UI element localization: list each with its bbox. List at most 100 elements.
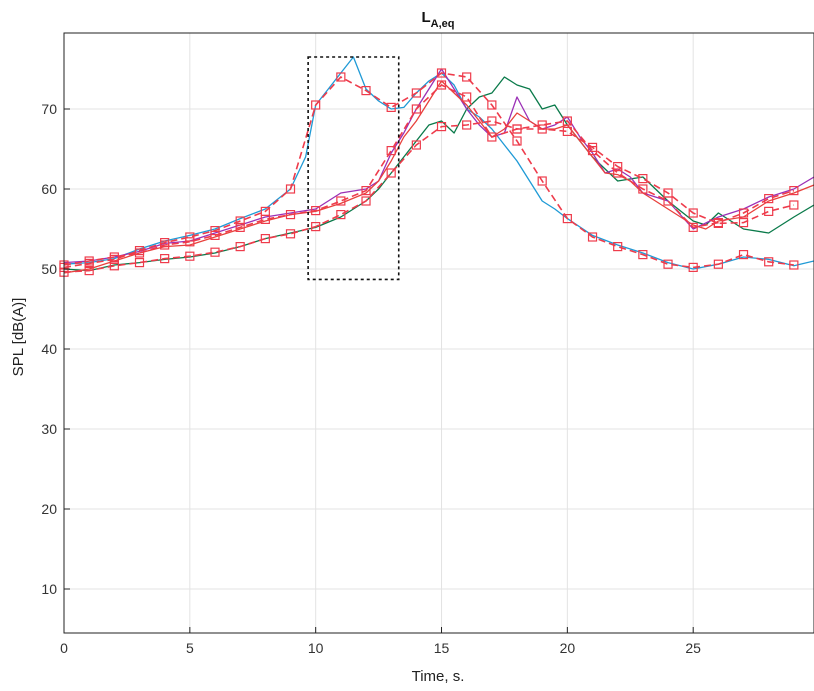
square-marker [185,237,195,247]
square-marker [386,168,396,178]
square-marker [386,146,396,156]
square-marker [185,251,195,261]
square-marker [512,124,522,134]
square-marker [386,102,396,113]
square-marker [361,186,371,196]
square-marker [462,72,472,82]
square-marker [587,146,598,156]
plot-frame [63,32,814,634]
y-tick-label: 30 [41,421,57,437]
y-tick-label: 40 [41,341,57,357]
square-marker [663,196,673,206]
y-tick-label: 60 [41,181,57,197]
square-marker [713,259,723,269]
square-marker [411,140,421,150]
square-marker [436,80,447,90]
square-marker [562,126,572,137]
square-marker [311,206,321,216]
square-marker [613,162,623,172]
square-marker [336,196,346,206]
square-marker [512,136,522,146]
square-marker [562,214,572,224]
x-tick-label: 0 [60,640,68,656]
square-marker [713,218,723,228]
square-marker [285,210,296,220]
square-marker [411,88,421,98]
square-marker [84,256,94,266]
square-marker [688,262,698,272]
series-line-4 [63,80,814,274]
square-marker [361,85,371,96]
square-marker [336,210,346,220]
axis-ticks [63,108,694,633]
square-marker [537,176,547,186]
square-marker [436,121,447,132]
square-marker [638,184,648,194]
square-marker [134,258,145,268]
x-tick-label: 5 [186,640,194,656]
square-marker [436,68,447,78]
square-marker [613,242,623,252]
square-marker [487,100,497,110]
square-marker [764,206,774,216]
series-line-2 [63,76,814,272]
square-marker [311,100,321,110]
square-marker [235,216,245,226]
square-marker [285,184,296,194]
square-marker [789,260,799,270]
square-marker [537,120,547,130]
gridlines [63,33,814,633]
square-marker [185,232,195,242]
square-marker [663,259,673,269]
y-tick-label: 70 [41,101,57,117]
square-marker [638,174,648,184]
square-marker [235,242,245,252]
square-marker [160,240,170,250]
y-tick-label: 50 [41,261,57,277]
square-marker [688,222,698,232]
square-marker [462,92,472,102]
square-marker [688,208,698,218]
square-marker [84,266,94,276]
series-line-3 [63,68,814,264]
marker-series-line-2 [63,120,795,273]
square-marker [411,104,421,114]
square-marker [160,254,170,264]
square-marker [487,116,497,126]
square-marker [285,229,296,239]
highlight-box [307,56,400,281]
y-tick-label: 10 [41,581,57,597]
square-marker [487,132,497,142]
square-marker [260,214,270,224]
square-marker [764,257,774,267]
marker-series-line-3 [63,84,795,266]
square-marker [764,194,774,204]
x-tick-label: 10 [308,640,324,656]
square-marker [109,261,119,271]
x-tick-label: 20 [560,640,576,656]
square-marker [311,222,321,232]
square-marker [361,196,371,206]
square-marker [562,116,572,126]
x-tick-label: 15 [434,640,450,656]
square-marker [260,234,270,244]
square-marker [134,248,145,258]
marker-series [59,68,799,277]
square-marker [210,247,220,257]
square-marker [336,72,346,82]
square-marker [109,252,119,262]
square-marker [462,120,472,130]
tick-labels: 0 5 10 15 20 25 10 20 30 40 50 60 70 [41,101,701,656]
square-marker [587,232,598,242]
square-marker [738,208,749,218]
y-axis-label: SPL [dB(A)] [10,298,27,377]
square-marker [789,186,799,196]
square-marker [738,218,749,228]
y-tick-label: 20 [41,501,57,517]
square-marker [789,200,799,210]
chart-title: LA,eq [421,9,454,30]
square-marker [235,222,245,232]
square-marker [738,250,749,260]
square-marker [638,250,648,260]
